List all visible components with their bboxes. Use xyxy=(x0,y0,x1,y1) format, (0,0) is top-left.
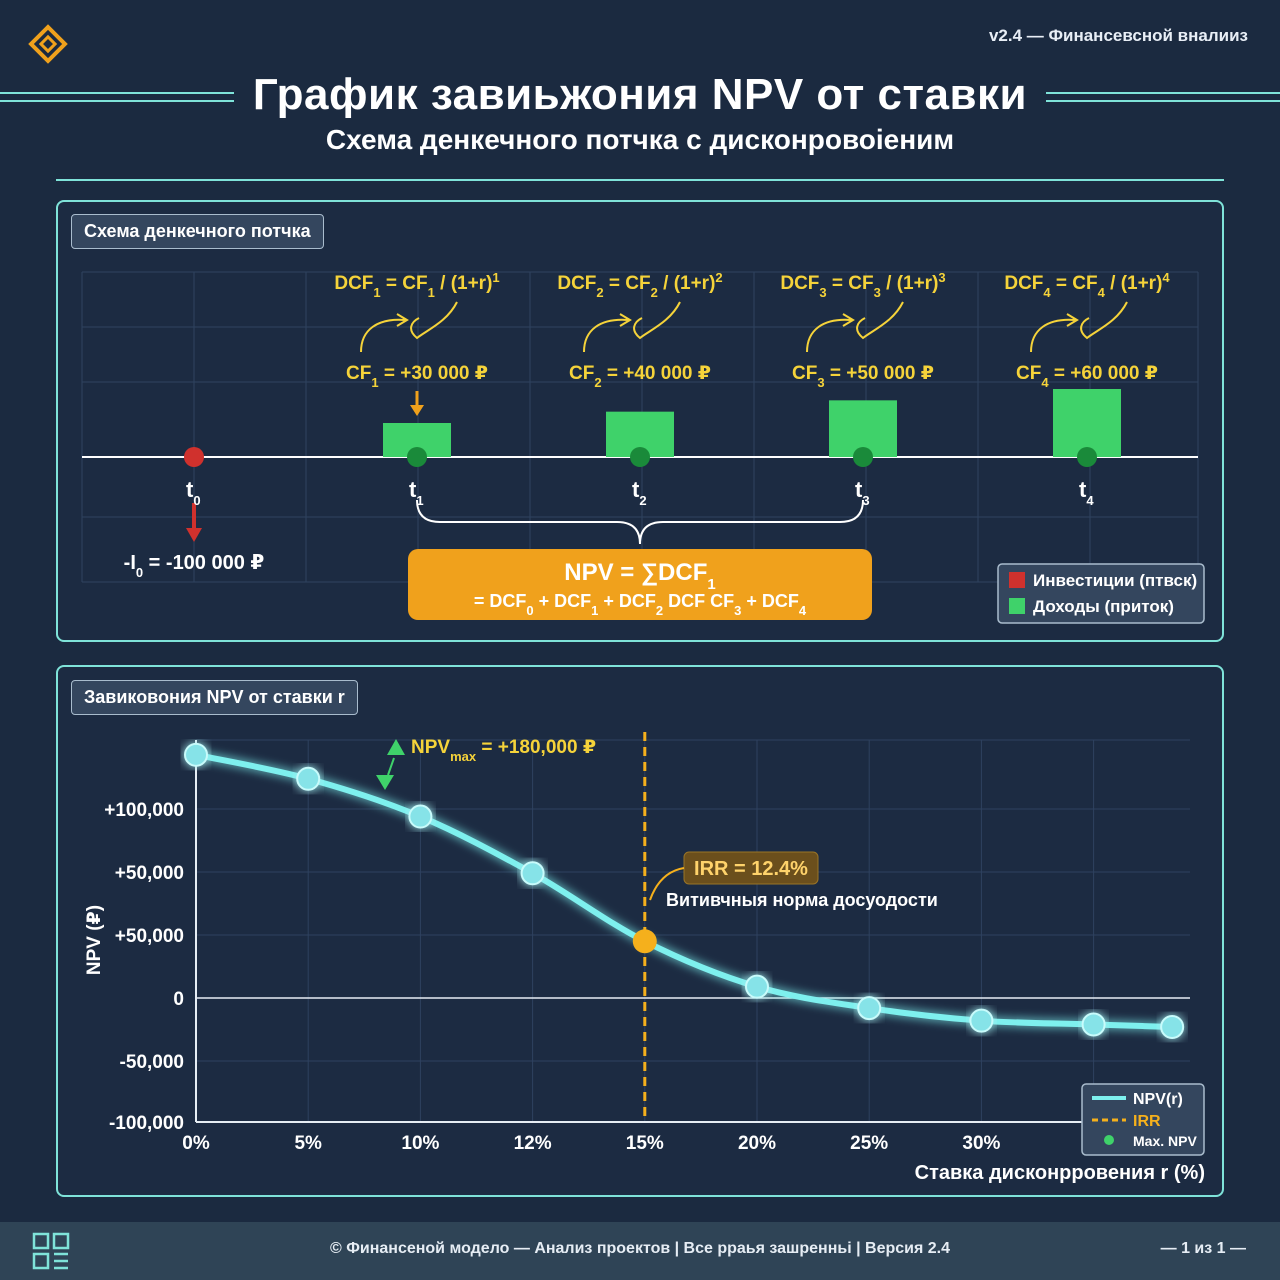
npv-point xyxy=(1160,1014,1185,1039)
cashflow-value-label: CF4 = +60 000 ₽ xyxy=(1016,363,1158,390)
x-tick-label: 30% xyxy=(962,1133,1000,1154)
page-indicator: — 1 из 1 — xyxy=(1160,1240,1246,1257)
npv-panel-title: Завиковония NPV от ставки r xyxy=(71,680,358,715)
y-tick-label: +50,000 xyxy=(115,863,184,884)
legend-label-irr: IRR xyxy=(1133,1113,1161,1130)
period-label: t2 xyxy=(632,477,647,508)
dcf-formula-label: DCF2 = CF2 / (1+r)2 xyxy=(557,270,722,300)
period-label: t3 xyxy=(855,477,870,508)
npv-point xyxy=(745,974,769,999)
npv-point xyxy=(520,861,545,886)
sum-brace xyxy=(416,499,864,545)
discount-connector xyxy=(806,301,904,353)
period-label: t4 xyxy=(1079,477,1094,508)
title-rule-left xyxy=(0,92,234,102)
investment-arrow-icon xyxy=(186,528,202,542)
footer-copyright: © Финансеной модело — Анализ проектов | … xyxy=(329,1240,951,1257)
legend-label-investment: Инвестиции (птвск) xyxy=(1033,571,1197,590)
diamond-logo-icon xyxy=(28,24,68,64)
cashflow-bar xyxy=(1053,389,1121,457)
cashflow-value-label: CF3 = +50 000 ₽ xyxy=(792,363,934,390)
x-tick-label: 10% xyxy=(401,1133,439,1154)
npv-max-connector xyxy=(387,757,395,776)
npv-max-up-icon xyxy=(387,739,405,755)
cashflow-panel-title: Схема денкечного потчка xyxy=(71,214,324,249)
period-label: t0 xyxy=(186,477,201,508)
period-label: t1 xyxy=(409,477,424,508)
npv-max-down-icon xyxy=(376,775,394,790)
legend-swatch-investment xyxy=(1009,572,1025,588)
npv-point xyxy=(857,996,882,1021)
x-tick-label: 15% xyxy=(626,1133,664,1154)
cashflow-point xyxy=(630,447,650,467)
first-bar-arrow-icon xyxy=(410,405,424,416)
x-tick-label: 5% xyxy=(294,1133,322,1154)
y-tick-label: -100,000 xyxy=(109,1113,184,1134)
discount-connector xyxy=(1030,301,1128,353)
npv-point xyxy=(1081,1012,1106,1037)
irr-label: IRR = 12.4% xyxy=(694,858,808,880)
cashflow-diagram: -I0 = -100 000 ₽ t0 t1 t2 t3 t4 CF1 = +30 000 … xyxy=(81,270,1205,624)
cashflow-value-label: CF1 = +30 000 ₽ xyxy=(346,363,488,390)
npv-formula-box xyxy=(408,549,872,620)
discount-connector xyxy=(583,301,681,353)
x-tick-label: 25% xyxy=(850,1133,888,1154)
page-title: График завиьжония NPV от ставки xyxy=(252,70,1028,119)
npv-point xyxy=(969,1008,994,1033)
cashflow-point xyxy=(1077,447,1097,467)
dcf-formula-label: DCF3 = CF3 / (1+r)3 xyxy=(780,270,945,300)
x-tick-label: 0% xyxy=(182,1133,210,1154)
title-divider xyxy=(56,179,1224,181)
x-tick-label: 12% xyxy=(514,1133,552,1154)
irr-connector xyxy=(649,867,685,901)
y-tick-label: +50,000 xyxy=(115,926,184,947)
legend-label-max: Max. NPV xyxy=(1133,1133,1197,1149)
cashflow-legend xyxy=(997,563,1205,624)
title-rule-right xyxy=(1046,92,1280,102)
legend-label-npv: NPV(r) xyxy=(1133,1091,1183,1108)
npv-point xyxy=(184,742,208,767)
dcf-formula-label: DCF4 = CF4 / (1+r)4 xyxy=(1004,270,1170,300)
cashflow-value-label: CF2 = +40 000 ₽ xyxy=(569,363,711,390)
y-axis-title: NPV (₽) xyxy=(84,905,105,975)
npv-point xyxy=(408,804,433,829)
dcf-formula-label: DCF1 = CF1 / (1+r)1 xyxy=(334,270,499,300)
page-subtitle: Схема денкечного потчка с дисконровоіени… xyxy=(325,124,955,155)
grid-app-icon[interactable] xyxy=(32,1232,70,1270)
legend-label-income: Доходы (приток) xyxy=(1033,597,1174,616)
npv-curve-line xyxy=(195,751,1173,1030)
npv-max-label: NPVmax = +180,000 ₽ xyxy=(411,737,596,764)
x-tick-label: 20% xyxy=(738,1133,776,1154)
cashflow-point xyxy=(853,447,873,467)
legend-dot-max xyxy=(1104,1135,1114,1145)
legend-swatch-income xyxy=(1009,598,1025,614)
investment-label: -I0 = -100 000 ₽ xyxy=(124,552,265,580)
y-tick-label: +100,000 xyxy=(104,800,184,821)
npv-formula-line2: = DCF0 + DCF1 + DCF2 DCF CF3 + DCF4 xyxy=(474,591,807,618)
npv-point xyxy=(296,766,321,791)
y-tick-label: 0 xyxy=(173,989,184,1010)
discount-connector xyxy=(360,301,458,353)
y-tick-label: -50,000 xyxy=(120,1052,184,1073)
irr-point xyxy=(632,929,657,954)
footer-bar xyxy=(0,1222,1280,1280)
irr-caption: Витивчныя норма досуодости xyxy=(666,890,938,910)
cashflow-point xyxy=(407,447,427,467)
version-label: v2.4 — Финансевсной вналииз xyxy=(988,26,1248,45)
investment-point xyxy=(184,447,204,467)
x-axis-title: Ставка дисконрровения r (%) xyxy=(915,1162,1205,1184)
npv-formula-line1: NPV = ∑DCF1 xyxy=(564,559,715,593)
npv-chart: IRR = 12.4% Витивчныя норма досуодости NPV… xyxy=(84,732,1205,1184)
